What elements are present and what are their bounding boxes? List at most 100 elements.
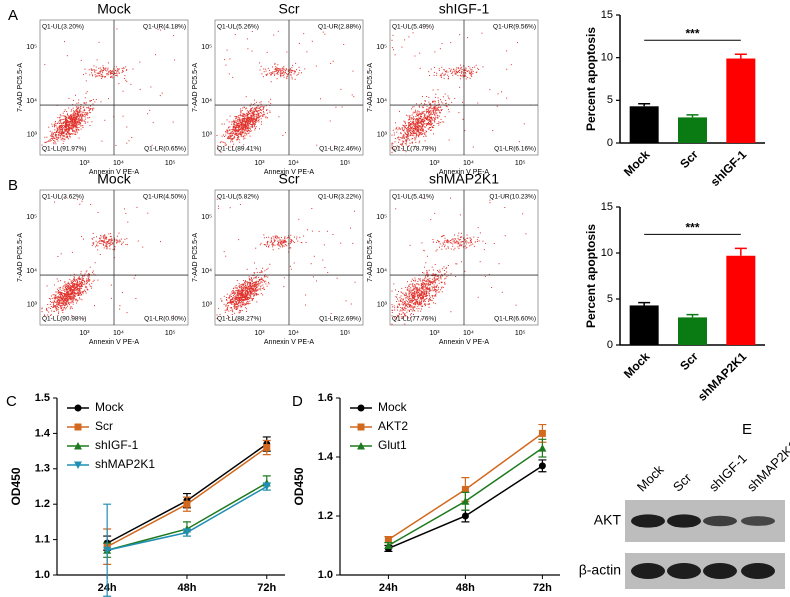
event-dot: [105, 238, 107, 240]
event-dot: [57, 137, 59, 139]
event-dot: [396, 294, 398, 296]
event-dot: [226, 49, 228, 51]
event-dot: [431, 278, 433, 280]
event-dot: [284, 241, 286, 243]
event-dot: [233, 299, 235, 301]
event-dot: [60, 136, 62, 138]
event-dot: [278, 240, 280, 242]
event-dot: [409, 134, 411, 136]
event-dot: [79, 294, 81, 296]
event-dot: [440, 76, 442, 78]
event-dot: [423, 115, 425, 117]
event-dot: [424, 123, 426, 125]
event-dot: [219, 142, 221, 144]
event-dot: [282, 69, 284, 71]
event-dot: [312, 276, 314, 278]
event-dot: [393, 149, 395, 151]
event-dot: [263, 234, 265, 236]
event-dot: [241, 299, 243, 301]
event-dot: [237, 290, 239, 292]
event-dot: [236, 125, 238, 127]
event-dot: [250, 288, 252, 289]
event-dot: [422, 294, 424, 296]
event-dot: [412, 32, 414, 34]
event-dot: [111, 75, 113, 77]
event-dot: [420, 297, 422, 299]
event-dot: [270, 102, 272, 104]
event-dot: [106, 243, 108, 245]
event-dot: [66, 119, 67, 120]
event-dot: [241, 136, 243, 138]
event-dot: [231, 139, 233, 141]
event-dot: [442, 96, 444, 98]
event-dot: [256, 120, 258, 121]
event-dot: [63, 299, 65, 301]
event-dot: [58, 298, 60, 300]
event-dot: [64, 296, 66, 298]
event-dot: [303, 33, 305, 35]
event-dot: [266, 245, 267, 247]
event-dot: [396, 145, 398, 147]
event-dot: [263, 68, 265, 70]
event-dot: [421, 129, 423, 131]
event-dot: [433, 67, 435, 68]
event-dot: [254, 289, 256, 291]
event-dot: [413, 291, 415, 292]
event-dot: [415, 109, 416, 111]
event-dot: [419, 298, 421, 300]
event-dot: [111, 70, 113, 72]
event-dot: [81, 279, 83, 281]
event-dot: [284, 240, 286, 242]
event-dot: [251, 107, 253, 109]
event-dot: [51, 138, 53, 140]
event-dot: [433, 275, 435, 276]
event-dot: [290, 70, 292, 72]
event-dot: [441, 268, 443, 270]
event-dot: [245, 280, 246, 282]
event-dot: [435, 113, 437, 115]
event-dot: [68, 127, 70, 128]
event-dot: [71, 290, 73, 292]
event-dot: [249, 303, 251, 304]
event-dot: [95, 75, 97, 77]
event-dot: [102, 72, 104, 74]
event-dot: [72, 113, 74, 115]
event-dot: [435, 108, 437, 110]
event-dot: [391, 134, 393, 136]
event-dot: [426, 96, 428, 97]
event-dot: [418, 128, 420, 130]
event-dot: [73, 297, 75, 299]
event-dot: [460, 75, 461, 77]
event-dot: [260, 285, 262, 287]
event-dot: [287, 236, 289, 238]
event-dot: [232, 127, 234, 129]
event-dot: [322, 31, 324, 33]
event-dot: [232, 289, 234, 291]
event-dot: [242, 107, 244, 109]
event-dot: [64, 122, 66, 124]
event-dot: [101, 140, 103, 142]
event-dot: [77, 124, 79, 126]
event-dot: [408, 36, 410, 38]
event-dot: [51, 297, 53, 299]
event-dot: [251, 31, 253, 32]
event-dot: [98, 67, 100, 69]
event-dot: [92, 271, 93, 273]
event-dot: [69, 299, 71, 301]
event-dot: [457, 67, 459, 68]
event-dot: [253, 277, 255, 279]
event-dot: [81, 281, 83, 283]
event-dot: [273, 34, 275, 36]
event-dot: [238, 283, 240, 285]
event-dot: [246, 130, 248, 132]
event-dot: [232, 132, 234, 134]
event-dot: [54, 131, 56, 133]
event-dot: [243, 144, 245, 146]
event-dot: [80, 128, 82, 130]
event-dot: [60, 305, 62, 307]
event-dot: [84, 97, 86, 99]
event-dot: [437, 275, 439, 277]
event-dot: [57, 304, 59, 306]
event-dot: [107, 241, 109, 243]
